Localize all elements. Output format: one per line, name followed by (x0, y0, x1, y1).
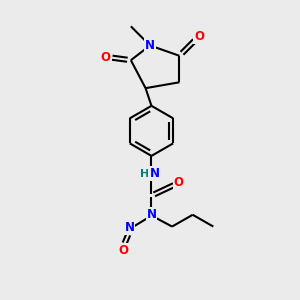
Text: N: N (124, 221, 134, 234)
Text: O: O (101, 51, 111, 64)
Text: O: O (194, 30, 204, 43)
Text: N: N (145, 39, 155, 52)
Text: N: N (146, 208, 157, 221)
Text: O: O (174, 176, 184, 189)
Text: H: H (140, 169, 150, 178)
Text: O: O (118, 244, 128, 256)
Text: N: N (149, 167, 159, 180)
